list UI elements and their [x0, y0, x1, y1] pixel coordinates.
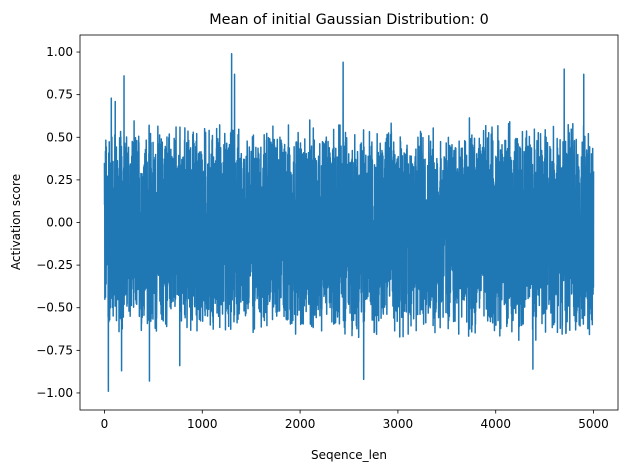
y-axis: 1.00 0.75 0.50 0.25 0.00 −0.25 −0.50 −0.75 −1.00: [36, 45, 80, 400]
x-tick-label: 0: [101, 417, 109, 431]
y-tick-label: 0.25: [46, 173, 73, 187]
y-tick-label: −0.50: [36, 301, 73, 315]
y-tick-label: 1.00: [46, 45, 73, 59]
y-axis-label: Activation score: [9, 174, 23, 270]
y-tick-label: −0.75: [36, 343, 73, 357]
x-tick-label: 5000: [578, 417, 609, 431]
plot-area: [79, 34, 619, 411]
x-tick-label: 1000: [187, 417, 218, 431]
x-axis-label: Seqence_len: [311, 448, 387, 462]
x-tick-label: 3000: [383, 417, 414, 431]
x-tick-label: 4000: [480, 417, 511, 431]
y-tick-label: 0.75: [46, 88, 73, 102]
series-line: [103, 53, 595, 392]
x-axis: 0 1000 2000 3000 4000 5000: [101, 410, 609, 431]
y-tick-label: 0.50: [46, 130, 73, 144]
y-tick-label: −0.25: [36, 258, 73, 272]
y-tick-label: −1.00: [36, 386, 73, 400]
y-tick-label: 0.00: [46, 216, 73, 230]
chart-title: Mean of initial Gaussian Distribution: 0: [209, 12, 489, 28]
x-tick-label: 2000: [285, 417, 316, 431]
